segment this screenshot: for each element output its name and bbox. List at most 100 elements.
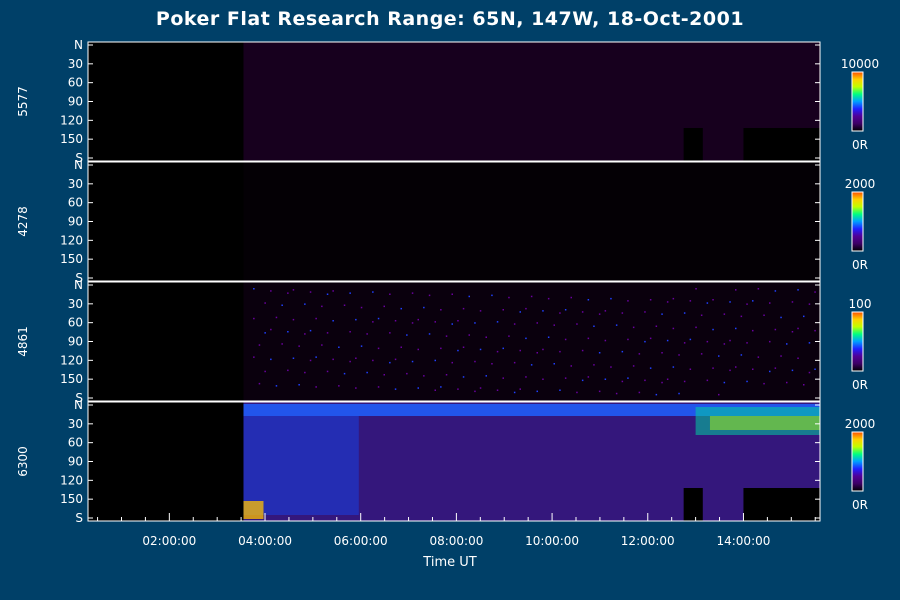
y-tick-label: 60 <box>68 436 83 450</box>
panel-4278: N 30 60 90 120 150 S 4278 2000 0R <box>16 158 875 285</box>
y-tick-label: N <box>74 398 83 412</box>
noise-speck <box>457 320 459 322</box>
noise-speck <box>530 295 533 298</box>
noise-speck <box>440 347 442 350</box>
noise-speck <box>287 331 289 333</box>
noise-speck <box>559 389 561 391</box>
noise-speck <box>400 346 402 348</box>
noise-speck <box>729 339 731 342</box>
noise-speck <box>270 328 272 331</box>
emission-region <box>243 42 821 161</box>
noise-speck <box>394 388 397 390</box>
noise-speck <box>598 390 601 393</box>
noise-speck <box>389 293 391 295</box>
colorbar-min-label: 0R <box>852 138 868 152</box>
noise-speck <box>564 309 567 311</box>
noise-speck <box>332 358 334 361</box>
noise-speck <box>355 357 357 359</box>
noise-speck <box>457 349 459 352</box>
noise-speck <box>525 337 527 340</box>
x-axis-label: Time UT <box>423 555 477 570</box>
noise-speck <box>649 367 652 369</box>
noise-speck <box>536 352 538 354</box>
noise-speck <box>264 332 266 334</box>
noise-speck <box>814 329 816 332</box>
noise-speck <box>814 291 816 293</box>
noise-speck <box>468 295 470 298</box>
noise-speck <box>598 313 601 315</box>
noise-speck <box>644 340 646 343</box>
y-tick-label: 60 <box>68 196 83 210</box>
noise-speck <box>700 314 703 316</box>
x-tick-label: 14:00:00 <box>716 534 770 548</box>
colorbar-max-label: 2000 <box>845 177 876 191</box>
noise-speck <box>581 349 584 352</box>
data-gap <box>683 488 703 521</box>
noise-speck <box>491 363 493 365</box>
noise-speck <box>542 348 544 351</box>
noise-speck <box>519 388 521 390</box>
noise-speck <box>292 318 295 321</box>
noise-speck <box>559 350 561 353</box>
noise-speck <box>808 303 811 305</box>
noise-speck <box>740 315 743 318</box>
noise-speck <box>428 294 431 297</box>
noise-speck <box>264 302 266 304</box>
y-tick-label: 150 <box>60 372 83 386</box>
noise-speck <box>264 370 266 373</box>
y-tick-label: 60 <box>68 76 83 90</box>
noise-speck <box>683 342 686 344</box>
noise-speck <box>621 380 624 383</box>
noise-speck <box>502 377 504 379</box>
noise-speck <box>502 347 504 350</box>
noise-speck <box>389 361 391 364</box>
noise-speck <box>434 359 436 362</box>
noise-speck <box>587 337 590 340</box>
noise-speck <box>615 324 618 326</box>
noise-speck <box>258 382 261 385</box>
noise-speck <box>655 393 658 396</box>
noise-speck <box>723 343 726 345</box>
noise-speck <box>723 313 726 315</box>
noise-speck <box>689 338 692 341</box>
noise-speck <box>519 311 521 313</box>
noise-speck <box>598 352 601 354</box>
noise-speck <box>564 377 567 379</box>
noise-speck <box>474 360 476 363</box>
noise-speck <box>366 333 368 335</box>
noise-speck <box>519 349 521 352</box>
noise-speck <box>735 366 737 368</box>
noise-speck <box>803 384 805 386</box>
noise-speck <box>678 354 680 356</box>
noise-speck <box>547 297 550 300</box>
noise-speck <box>513 323 516 325</box>
noise-speck <box>706 340 709 343</box>
noise-speck <box>797 357 799 359</box>
noise-speck <box>513 391 516 394</box>
data-gap <box>743 488 820 521</box>
noise-speck <box>343 372 346 375</box>
noise-speck <box>763 314 765 316</box>
noise-speck <box>570 296 572 299</box>
noise-speck <box>445 335 448 337</box>
noise-speck <box>304 303 306 305</box>
noise-speck <box>672 327 675 330</box>
panel-6300: N 30 60 90 120 150 S 6300 2000 0R <box>16 398 875 525</box>
noise-speck <box>304 371 306 374</box>
noise-speck <box>621 312 624 314</box>
noise-speck <box>508 335 510 337</box>
noise-speck <box>706 302 709 304</box>
noise-speck <box>338 385 340 387</box>
noise-speck <box>440 386 442 388</box>
noise-speck <box>326 293 329 295</box>
noise-speck <box>468 334 470 336</box>
noise-speck <box>774 290 777 292</box>
noise-speck <box>457 388 459 390</box>
noise-speck <box>434 321 436 323</box>
noise-speck <box>292 357 295 359</box>
emission-region <box>243 282 821 401</box>
noise-speck <box>803 315 805 318</box>
noise-speck <box>666 378 669 380</box>
noise-speck <box>253 317 255 320</box>
y-tick-label: 150 <box>60 492 83 506</box>
